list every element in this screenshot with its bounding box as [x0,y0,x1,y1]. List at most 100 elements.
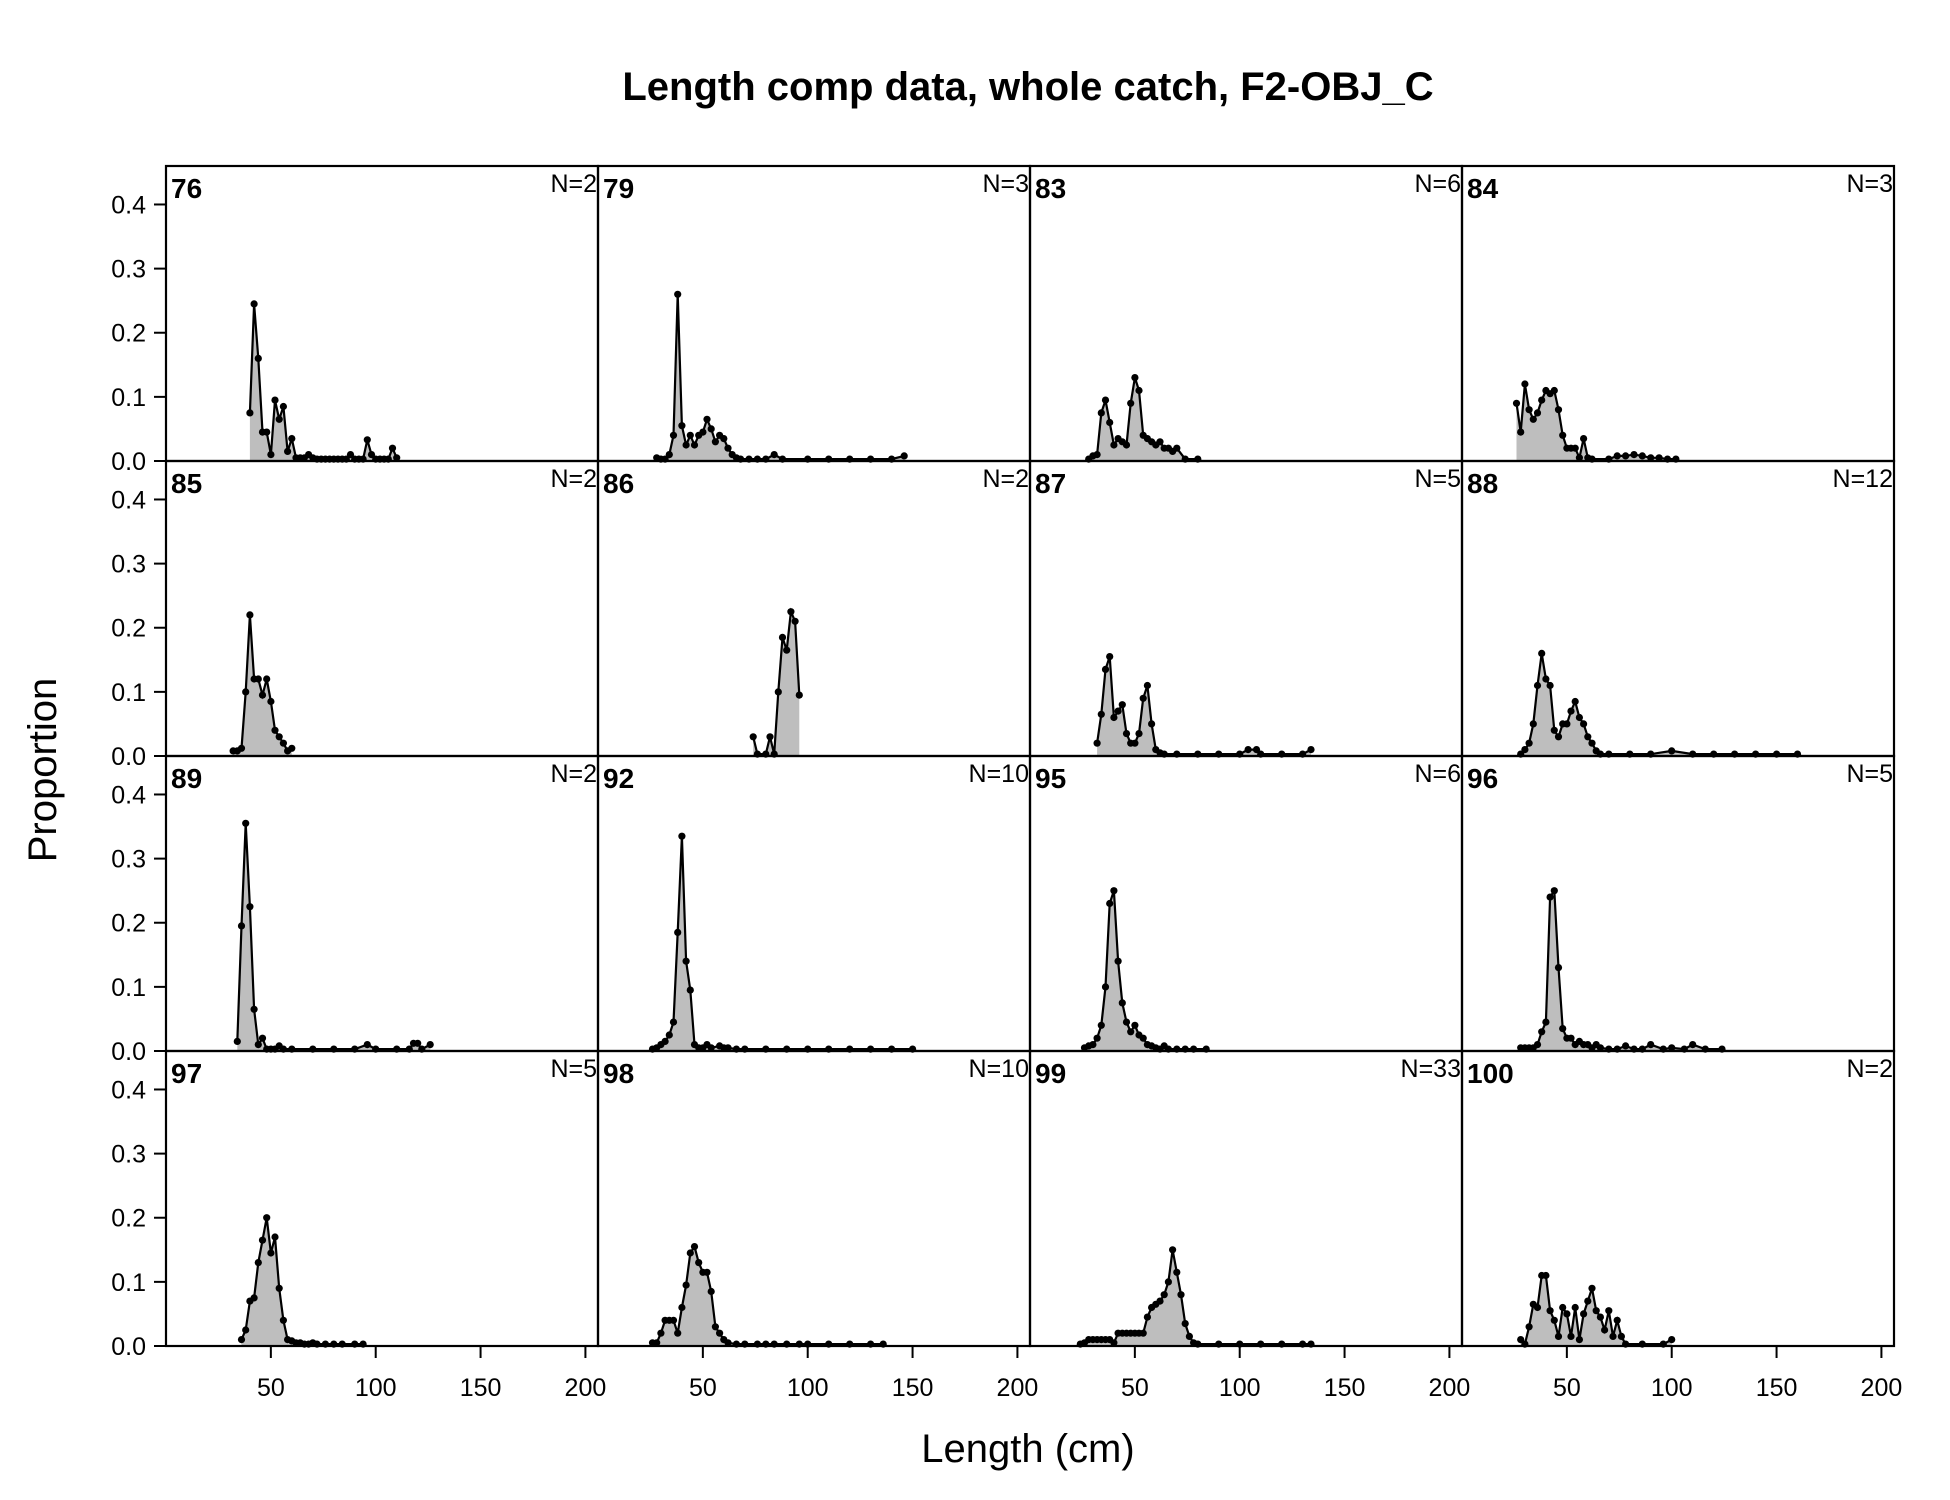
panel-frame [1028,164,1464,463]
panel-n-label: N=33 [1401,1055,1461,1083]
data-point [271,1233,279,1241]
data-point [1668,747,1676,755]
panel-97: 97 N=5 0.0 0.1 0.2 0.3 0.4 50 100 150 200 [111,1049,606,1402]
data-point [1114,957,1122,965]
data-point [665,451,673,459]
data-point [1554,406,1563,414]
data-point [1554,733,1563,741]
panel-label: 87 [1035,468,1066,499]
data-point [1630,451,1638,459]
data-point [1131,1021,1139,1029]
data-point [1529,720,1537,728]
data-point [267,697,275,706]
panel-frame [164,164,600,463]
data-point [1567,1034,1575,1042]
panel-n-label: N=6 [1414,170,1461,198]
data-point [1546,1307,1554,1315]
data-point [1131,739,1139,747]
data-point [1127,399,1135,407]
panel-n-label: N=3 [1846,170,1893,198]
data-point [1571,1303,1579,1312]
data-point [1550,726,1558,734]
data-point [1668,1336,1676,1344]
data-point [1546,893,1554,901]
data-point [1177,1291,1185,1299]
data-point [1538,649,1546,658]
panel-frame [1028,459,1464,758]
data-point [1559,1303,1567,1312]
panel-label: 85 [171,468,202,499]
data-point [1185,1332,1193,1340]
panel-n-label: N=10 [969,1055,1029,1083]
panel-99: 99 N=33 50 100 150 200 [1028,1049,1470,1402]
data-point [279,1316,287,1324]
data-point [1647,454,1655,462]
data-point [795,691,803,699]
data-point [1148,720,1156,728]
panel-frame [1460,459,1896,758]
data-point [661,1037,669,1045]
data-point [1110,1339,1118,1347]
data-point [414,1039,422,1047]
data-point [690,441,699,449]
data-point [674,290,682,298]
data-point [1521,746,1529,754]
data-point [686,431,694,439]
data-point [1244,746,1252,754]
data-point [1613,452,1621,460]
data-point [716,1329,724,1337]
panel-label: 100 [1467,1058,1514,1089]
data-point [1089,1041,1097,1049]
panel-n-label: N=2 [1846,1055,1893,1083]
data-point [682,441,690,449]
data-point [1668,1044,1676,1052]
panel-frame [596,754,1032,1053]
x-tick-label: 100 [1651,1374,1693,1402]
data-point [263,1214,271,1222]
data-point [1588,1284,1596,1292]
data-point [678,832,686,840]
data-point [1533,409,1542,417]
data-point [653,1339,661,1347]
data-point [674,928,682,937]
y-tick-label: 0.4 [111,486,146,514]
data-point [1093,1034,1101,1042]
data-point [279,739,287,747]
y-tick-label: 0.2 [111,320,146,348]
panel-frame [1460,1049,1896,1348]
data-point [275,1284,283,1292]
data-point [275,733,283,741]
data-point [1110,887,1118,895]
x-tick-label: 100 [355,1374,397,1402]
data-point [250,1005,258,1013]
series-line [1079,1249,1311,1346]
panel-100: 100 N=2 50 100 150 200 [1460,1049,1902,1402]
data-point [393,454,401,462]
data-point [682,957,690,965]
data-point [426,1041,434,1049]
x-tick-label: 50 [257,1374,285,1402]
data-point [271,396,279,404]
panel-label: 95 [1035,763,1066,794]
data-point [1689,1041,1697,1049]
data-point [1156,1297,1164,1305]
series-line [248,303,398,461]
area-fill [1516,384,1676,461]
data-point [1525,1323,1533,1331]
data-point [791,617,799,625]
data-point [1101,983,1110,991]
data-point [678,1303,686,1312]
data-point [254,1259,262,1267]
data-point [1122,441,1131,449]
data-point [778,633,787,642]
data-point [258,1034,267,1042]
data-point [1613,1316,1621,1324]
data-point [1542,675,1550,683]
panel-label: 79 [603,173,634,204]
data-point [1139,694,1147,702]
data-point [1559,431,1567,439]
data-point [1533,1303,1542,1312]
panel-92: 92 N=10 [596,754,1032,1053]
data-point [1169,1246,1177,1254]
data-point [1093,739,1101,747]
